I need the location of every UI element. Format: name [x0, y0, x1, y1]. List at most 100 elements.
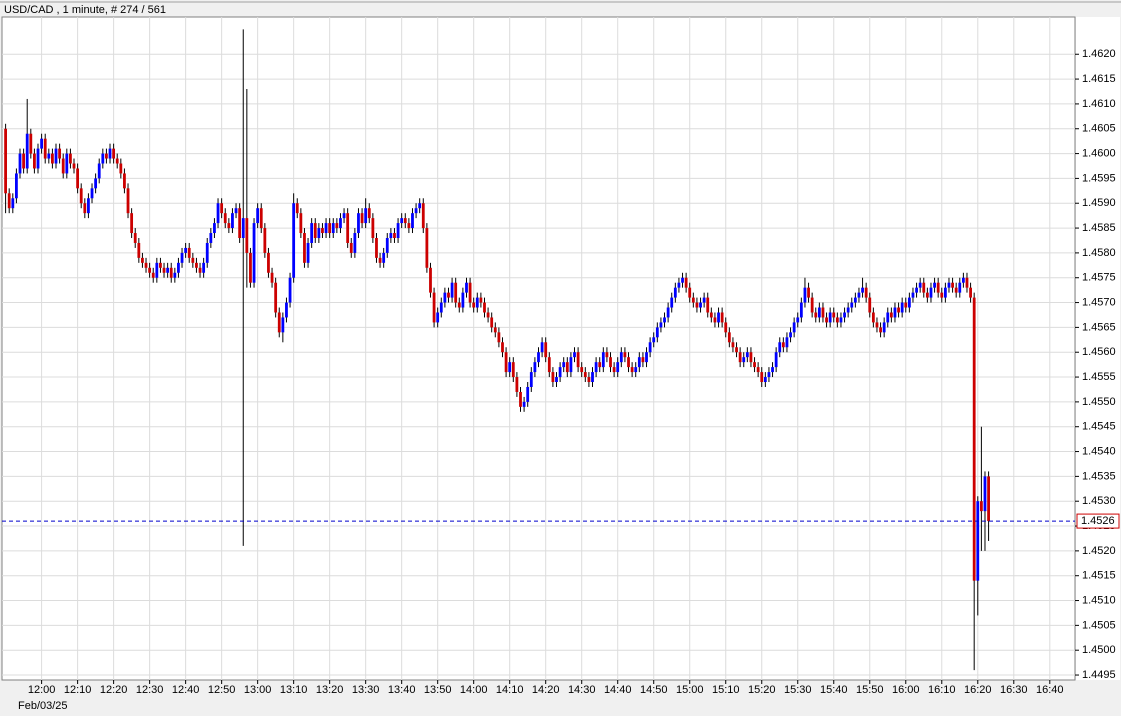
y-tick-label: 1.4520 — [1082, 545, 1116, 557]
candle-body — [108, 148, 112, 159]
candle-body — [367, 208, 371, 219]
date-label: Feb/03/25 — [18, 700, 68, 712]
candle-body — [130, 213, 134, 234]
x-tick-label: 12:40 — [172, 684, 200, 696]
candle-body — [576, 352, 580, 368]
candle-body — [184, 247, 188, 253]
candle-body — [43, 138, 47, 159]
candle-body — [958, 282, 962, 293]
candle-body — [396, 223, 400, 238]
candle-body — [234, 208, 238, 214]
candle-body — [745, 352, 749, 358]
candle-body — [105, 153, 108, 159]
candle-body — [292, 203, 296, 278]
candle-body — [907, 297, 911, 308]
candle-body — [115, 158, 119, 164]
candle-body — [850, 302, 854, 308]
candle-body — [317, 228, 321, 238]
y-tick-label: 1.4620 — [1082, 48, 1116, 60]
candle-body — [245, 218, 249, 253]
candle-body — [202, 262, 206, 273]
candle-body — [18, 153, 22, 174]
candle-body — [231, 213, 234, 229]
candle-body — [331, 223, 335, 234]
candle-body — [573, 352, 576, 358]
candle-body — [450, 282, 454, 298]
candle-body — [677, 282, 681, 288]
y-tick-label: 1.4530 — [1082, 495, 1116, 507]
candle-body — [58, 148, 62, 159]
candle-body — [781, 342, 785, 348]
x-tick-label: 14:50 — [640, 684, 668, 696]
candle-body — [321, 228, 324, 234]
x-tick-label: 15:00 — [676, 684, 704, 696]
candle-body — [717, 312, 720, 323]
candle-body — [411, 213, 414, 229]
candle-body — [612, 367, 616, 373]
candle-body — [879, 327, 882, 333]
candle-body — [112, 148, 116, 159]
candle-body — [263, 228, 267, 253]
candle-body — [238, 208, 242, 238]
candle-body — [274, 282, 278, 313]
x-tick-label: 14:00 — [460, 684, 488, 696]
candle-body — [148, 267, 152, 273]
candle-body — [277, 312, 281, 333]
candle-body — [724, 322, 728, 333]
x-tick-label: 16:10 — [928, 684, 956, 696]
x-tick-label: 14:40 — [604, 684, 632, 696]
candle-body — [828, 312, 832, 323]
candle-body — [871, 312, 875, 323]
candle-body — [688, 287, 692, 298]
candle-body — [418, 203, 422, 209]
candle-body — [547, 357, 551, 373]
candle-body — [886, 312, 890, 323]
candle-body — [915, 287, 918, 293]
candle-body — [673, 287, 677, 298]
candle-body — [954, 287, 958, 293]
y-tick-label: 1.4555 — [1082, 371, 1116, 383]
candle-body — [601, 352, 605, 368]
candle-body — [169, 267, 173, 278]
candle-body — [252, 223, 256, 283]
candle-body — [706, 297, 710, 313]
candle-body — [155, 262, 159, 278]
candle-body — [288, 277, 292, 303]
candle-body — [749, 352, 753, 363]
candle-body — [475, 297, 479, 308]
x-tick-label: 13:30 — [352, 684, 380, 696]
candle-body — [713, 317, 717, 323]
candle-body — [83, 203, 87, 214]
candle-body — [483, 302, 486, 313]
y-tick-label: 1.4495 — [1082, 669, 1116, 681]
candle-body — [87, 198, 90, 214]
candle-body — [436, 312, 440, 323]
candle-body — [681, 277, 684, 283]
candle-body — [940, 292, 944, 298]
candle-body — [897, 307, 900, 313]
candle-body — [526, 386, 530, 402]
candle-body — [457, 302, 461, 308]
candle-body — [756, 367, 760, 373]
y-tick-label: 1.4600 — [1082, 147, 1116, 159]
x-tick-label: 14:30 — [568, 684, 596, 696]
candle-body — [281, 317, 285, 333]
candle-body — [789, 332, 792, 338]
candle-body — [15, 173, 18, 199]
x-tick-label: 16:00 — [892, 684, 920, 696]
candle-body — [501, 342, 504, 353]
candle-body — [922, 282, 926, 293]
y-tick-label: 1.4590 — [1082, 197, 1116, 209]
candle-body — [821, 307, 825, 318]
y-tick-label: 1.4595 — [1082, 172, 1116, 184]
candle-body — [951, 282, 954, 288]
candle-body — [270, 272, 274, 283]
y-tick-label: 1.4510 — [1082, 594, 1116, 606]
x-tick-label: 12:10 — [64, 684, 92, 696]
candle-body — [173, 272, 177, 278]
candle-body — [785, 337, 789, 348]
y-tick-label: 1.4570 — [1082, 296, 1116, 308]
x-tick-label: 13:00 — [244, 684, 272, 696]
candle-body — [771, 367, 774, 373]
